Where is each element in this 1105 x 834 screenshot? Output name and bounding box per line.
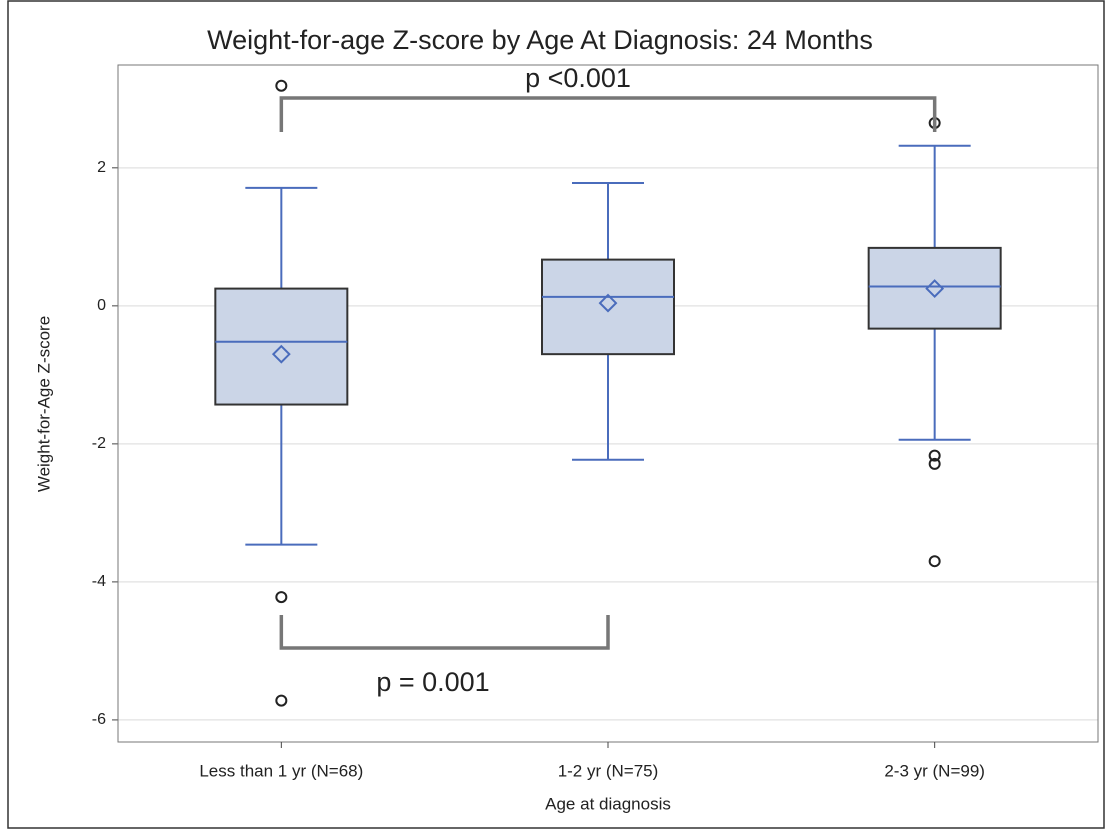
annotation: p <0.001	[525, 63, 631, 93]
chart-title: Weight-for-age Z-score by Age At Diagnos…	[207, 25, 873, 55]
y-tick-label: -2	[92, 435, 106, 452]
y-axis-label: Weight-for-Age Z-score	[34, 316, 53, 492]
frame	[7, 0, 1105, 829]
box	[541, 258, 675, 356]
y-tick-label: -4	[92, 573, 106, 590]
outlier	[275, 591, 288, 604]
y-tick-label: -6	[92, 711, 106, 728]
mean	[271, 344, 291, 364]
annotation: p = 0.001	[376, 667, 489, 697]
x-axis-label: Age at diagnosis	[545, 794, 671, 813]
x-tick-label: Less than 1 yr (N=68)	[199, 761, 363, 780]
outlier	[928, 457, 941, 470]
mean	[598, 293, 618, 313]
mean	[925, 279, 945, 299]
bracket	[279, 615, 610, 650]
bracket	[279, 96, 937, 132]
outlier	[275, 694, 288, 707]
outlier	[928, 449, 941, 462]
box	[867, 246, 1002, 330]
outlier	[275, 79, 288, 92]
y-tick-label: 2	[97, 159, 106, 176]
x-tick-label: 2-3 yr (N=99)	[884, 761, 985, 780]
outlier	[928, 555, 941, 568]
y-tick-label: 0	[97, 297, 106, 314]
x-tick-label: 1-2 yr (N=75)	[558, 761, 659, 780]
